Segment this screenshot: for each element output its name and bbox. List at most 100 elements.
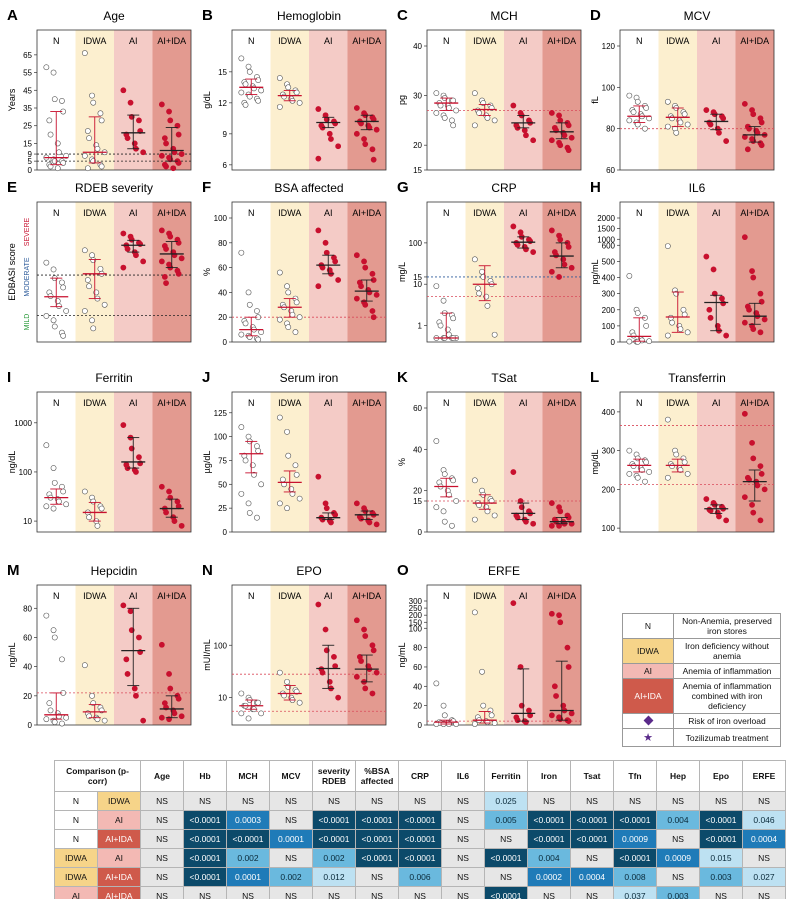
data-point: [491, 331, 498, 338]
data-point: [548, 500, 555, 506]
data-point: [51, 323, 58, 330]
data-point: [98, 117, 105, 124]
data-point: [556, 112, 562, 119]
data-point: [643, 105, 650, 111]
group-label: AI: [324, 591, 333, 601]
data-point: [136, 454, 142, 461]
data-point: [484, 302, 491, 309]
data-point: [332, 258, 339, 265]
data-point: [677, 119, 684, 126]
y-tick-label: 100: [19, 468, 33, 477]
y-tick-label: 15: [413, 166, 422, 175]
group-band: [735, 30, 774, 170]
y-axis-label: ng/mL: [7, 642, 17, 667]
data-point: [332, 120, 339, 127]
pvalue-cell: NS: [656, 867, 700, 887]
y-tick-label: 30: [413, 92, 422, 101]
data-point: [433, 438, 440, 444]
group-label: AI: [712, 208, 721, 218]
data-point: [441, 518, 448, 525]
data-point: [449, 117, 455, 124]
data-point: [741, 494, 748, 501]
data-point: [441, 471, 448, 478]
data-point: [292, 329, 299, 335]
data-point: [170, 165, 177, 172]
data-point: [51, 634, 58, 641]
legend-key-n: N: [622, 613, 674, 639]
panel-letter: O: [397, 562, 409, 579]
data-point: [514, 717, 521, 724]
data-point: [50, 465, 57, 471]
group-label: IDWA: [83, 36, 106, 46]
data-point: [178, 522, 185, 529]
y-tick-label: 20: [413, 141, 422, 150]
data-point: [245, 500, 252, 507]
data-point: [120, 422, 127, 428]
data-point: [50, 266, 57, 273]
data-point: [530, 520, 537, 527]
data-point: [50, 317, 57, 324]
data-point: [315, 106, 322, 112]
pvalue-cell: <0.0001: [183, 829, 227, 849]
y-tick-label: 20: [413, 702, 422, 711]
data-point: [749, 439, 755, 446]
pvalue-cell: NS: [484, 829, 528, 849]
y-tick-label: 9: [28, 150, 33, 159]
panel-title: IL6: [689, 181, 706, 195]
data-point: [491, 117, 498, 124]
group-label: IDWA: [666, 208, 689, 218]
group-label: AI+IDA: [740, 36, 769, 46]
group-label: N: [248, 36, 255, 46]
data-point: [491, 512, 498, 519]
data-point: [664, 123, 671, 130]
data-point: [526, 707, 532, 714]
data-point: [56, 303, 62, 309]
data-point: [50, 69, 57, 76]
y-tick-label: 25: [218, 504, 227, 513]
group-band: [504, 202, 543, 342]
group-label: AI: [129, 591, 138, 601]
group-label: N: [443, 36, 450, 46]
group-band: [542, 30, 581, 170]
data-point: [716, 129, 722, 136]
y-tick-label: 50: [218, 480, 227, 489]
pvalue-cell: <0.0001: [312, 810, 356, 830]
data-point: [335, 694, 342, 701]
data-point: [561, 261, 568, 268]
data-point: [471, 516, 478, 523]
data-point: [723, 138, 730, 144]
data-point: [741, 410, 748, 417]
group-label: AI+IDA: [740, 398, 769, 408]
data-point: [238, 249, 245, 256]
data-point: [175, 239, 182, 246]
pvalue-cell: NS: [140, 791, 184, 811]
data-point: [296, 314, 303, 321]
data-point: [719, 295, 725, 302]
data-point: [471, 721, 478, 727]
data-point: [140, 717, 147, 724]
data-point: [361, 136, 367, 142]
comparison-group-cell: IDWA: [97, 791, 141, 811]
data-point: [557, 619, 564, 626]
panel-title: Transferrin: [668, 371, 726, 385]
y-tick-label: 0: [418, 528, 423, 537]
data-point: [510, 223, 517, 230]
data-point: [281, 93, 287, 100]
group-label: AI+IDA: [740, 208, 769, 218]
data-point: [758, 142, 765, 149]
data-point: [285, 289, 292, 296]
data-point: [720, 115, 727, 122]
data-point: [440, 508, 447, 515]
table-header-cell: MCV: [269, 760, 313, 792]
table-header-cell: Hb: [183, 760, 227, 792]
data-point: [353, 673, 360, 680]
group-band: [427, 585, 466, 725]
group-label: AI+IDA: [352, 591, 381, 601]
group-band: [347, 30, 386, 170]
data-point: [94, 522, 101, 529]
data-point: [626, 92, 633, 99]
data-point: [750, 274, 757, 281]
data-point: [255, 448, 262, 454]
